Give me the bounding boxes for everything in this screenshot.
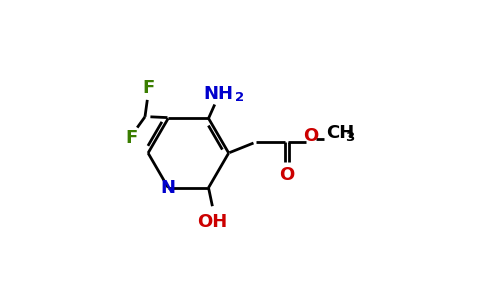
Text: O: O (303, 127, 318, 145)
Text: O: O (279, 166, 294, 184)
Text: OH: OH (197, 213, 227, 231)
Text: F: F (142, 79, 154, 97)
Text: 2: 2 (235, 91, 244, 104)
Text: NH: NH (204, 85, 234, 103)
Text: 3: 3 (345, 131, 354, 144)
Text: N: N (161, 179, 176, 197)
Text: F: F (126, 129, 138, 147)
Text: CH: CH (326, 124, 355, 142)
